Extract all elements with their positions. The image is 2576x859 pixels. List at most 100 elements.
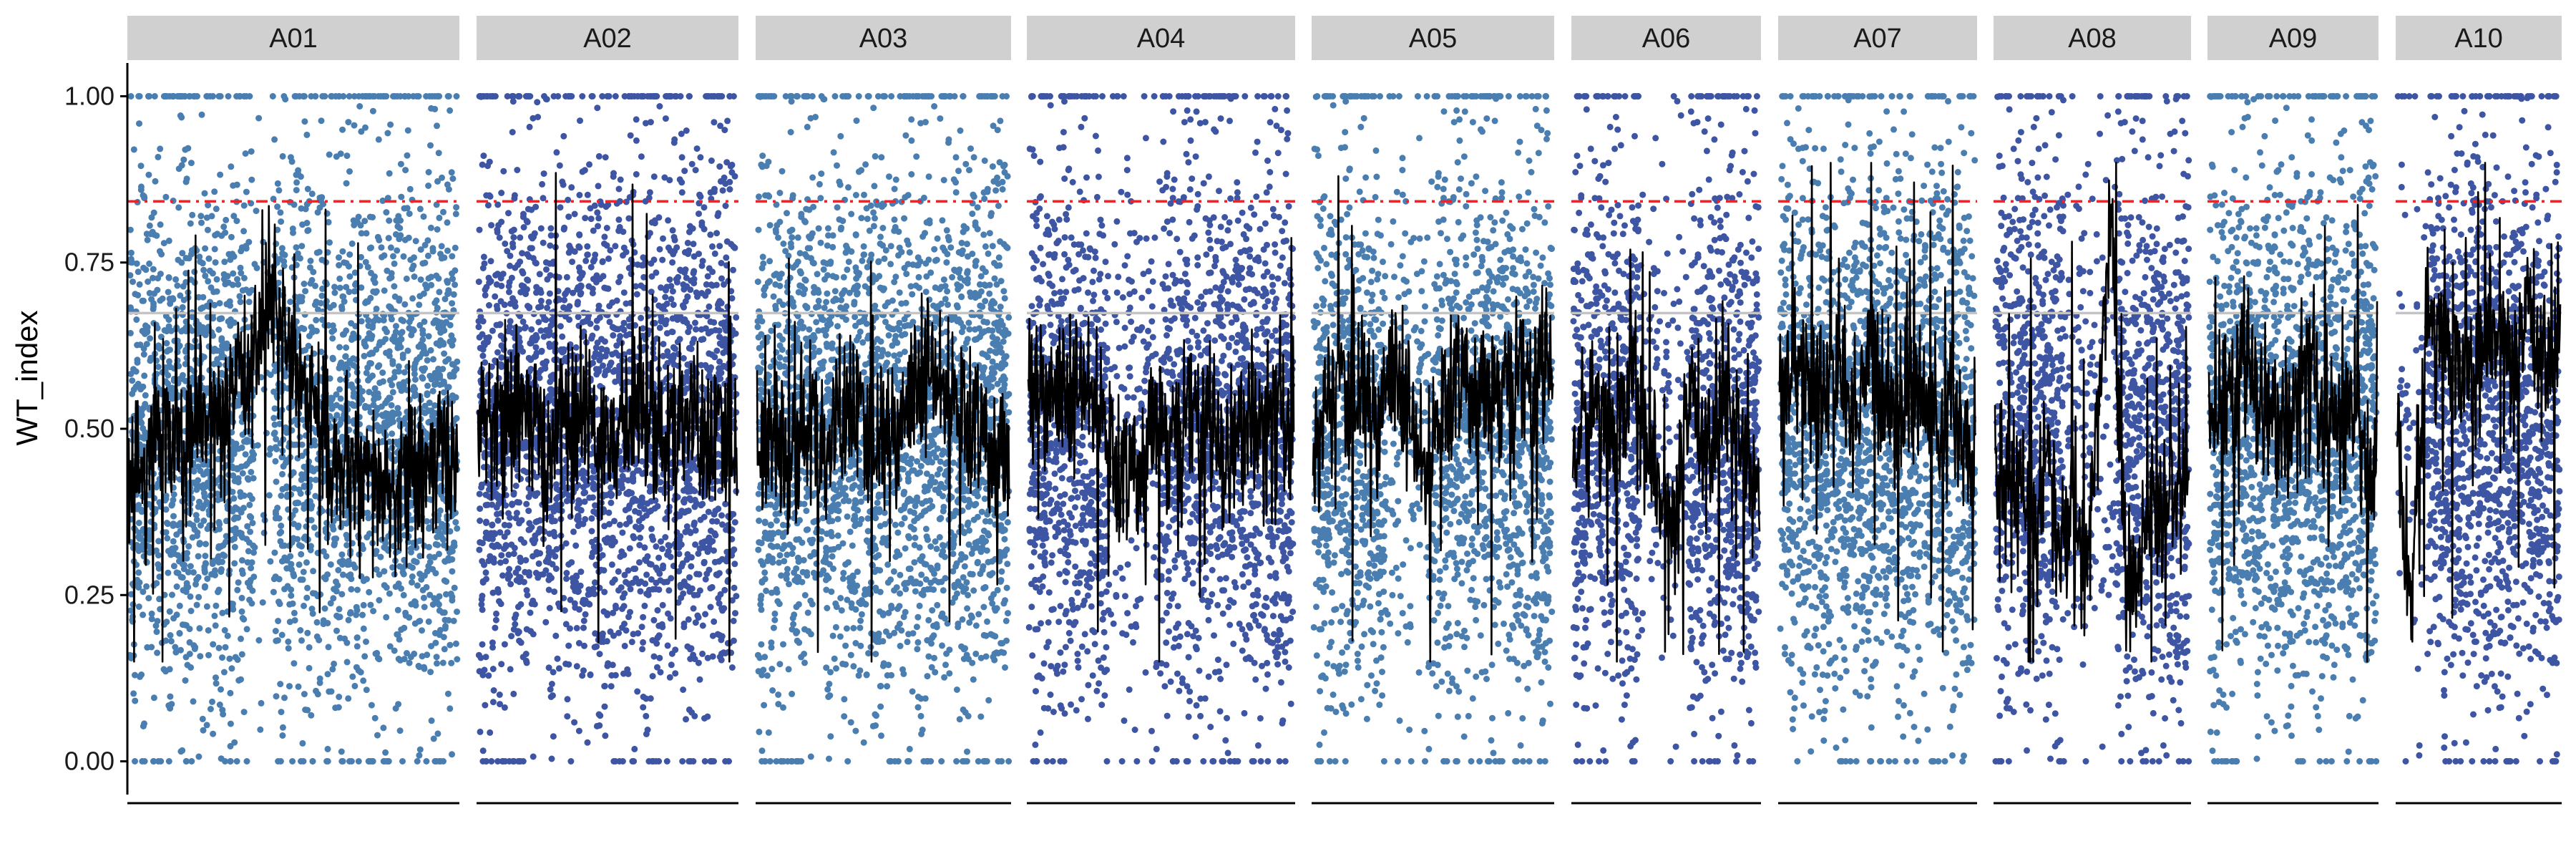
data-point bbox=[157, 221, 164, 228]
data-point bbox=[415, 343, 422, 350]
data-point bbox=[272, 628, 279, 634]
data-point bbox=[662, 293, 669, 301]
data-point bbox=[278, 245, 286, 252]
data-point bbox=[349, 673, 356, 680]
data-point bbox=[271, 430, 278, 437]
data-point bbox=[279, 485, 286, 492]
data-point bbox=[441, 542, 447, 549]
data-point bbox=[212, 527, 219, 533]
data-point bbox=[185, 543, 192, 550]
data-point bbox=[195, 593, 203, 601]
data-point bbox=[394, 606, 401, 613]
data-point bbox=[274, 203, 281, 210]
data-point bbox=[544, 304, 551, 311]
data-point bbox=[698, 502, 705, 509]
data-point bbox=[195, 553, 202, 560]
data-point bbox=[514, 167, 521, 173]
data-point bbox=[308, 606, 316, 612]
data-point bbox=[266, 451, 273, 458]
data-point bbox=[364, 364, 371, 372]
data-point bbox=[557, 204, 564, 211]
data-point bbox=[713, 347, 721, 354]
data-point bbox=[259, 599, 266, 606]
data-point bbox=[238, 557, 245, 564]
data-point bbox=[593, 722, 600, 729]
data-point bbox=[443, 591, 449, 598]
data-point bbox=[214, 230, 221, 238]
data-point bbox=[211, 301, 218, 309]
data-point bbox=[172, 644, 179, 651]
data-point bbox=[521, 324, 528, 331]
data-point bbox=[386, 170, 393, 177]
data-point bbox=[167, 638, 175, 645]
data-point bbox=[313, 618, 321, 626]
data-point bbox=[236, 293, 243, 300]
data-point bbox=[400, 591, 407, 598]
data-point bbox=[507, 514, 514, 521]
data-point bbox=[702, 611, 709, 618]
data-point bbox=[587, 215, 595, 223]
data-point bbox=[701, 758, 708, 765]
data-point bbox=[201, 190, 208, 197]
data-point bbox=[486, 302, 492, 309]
data-point bbox=[169, 591, 175, 598]
data-point bbox=[422, 281, 429, 288]
data-point bbox=[300, 758, 307, 765]
data-point bbox=[187, 160, 195, 167]
data-point bbox=[698, 539, 706, 546]
data-point bbox=[709, 243, 716, 250]
data-point bbox=[707, 189, 714, 196]
data-point bbox=[147, 335, 154, 342]
data-point bbox=[331, 660, 338, 667]
facet-strip bbox=[127, 16, 459, 60]
data-point bbox=[730, 617, 737, 624]
data-point bbox=[387, 244, 394, 251]
data-point bbox=[213, 276, 220, 283]
data-point bbox=[351, 564, 358, 571]
data-point bbox=[441, 577, 448, 584]
data-point bbox=[279, 732, 286, 739]
data-point bbox=[155, 153, 162, 160]
data-point bbox=[234, 586, 241, 593]
data-point bbox=[507, 262, 513, 269]
data-point bbox=[167, 346, 173, 354]
data-point bbox=[609, 542, 616, 549]
plot-area: A01 A02 A03 A04 A05 A06 A07 A08 A09 A10 bbox=[127, 16, 2563, 805]
data-point bbox=[167, 693, 174, 700]
data-point bbox=[192, 512, 200, 519]
data-point bbox=[176, 602, 183, 609]
data-point bbox=[550, 669, 557, 676]
data-point bbox=[498, 190, 505, 196]
data-point bbox=[279, 470, 286, 477]
data-point bbox=[696, 210, 702, 218]
data-point bbox=[151, 231, 158, 238]
data-point bbox=[291, 609, 298, 616]
data-point bbox=[245, 548, 252, 555]
data-point bbox=[255, 115, 263, 122]
data-point bbox=[174, 282, 181, 289]
data-point bbox=[633, 171, 640, 178]
data-point bbox=[353, 607, 361, 614]
data-point bbox=[701, 558, 708, 566]
data-point bbox=[165, 274, 172, 281]
data-point bbox=[612, 243, 619, 250]
data-point bbox=[335, 567, 342, 573]
data-point bbox=[170, 615, 177, 622]
data-point bbox=[153, 580, 160, 587]
data-point bbox=[298, 471, 306, 478]
data-point bbox=[498, 661, 505, 668]
data-point bbox=[162, 93, 170, 100]
data-point bbox=[269, 93, 276, 100]
data-point bbox=[376, 439, 384, 446]
data-point bbox=[304, 227, 311, 234]
data-point bbox=[136, 93, 143, 100]
data-point bbox=[375, 136, 382, 143]
data-point bbox=[212, 567, 218, 574]
data-point bbox=[366, 389, 373, 396]
data-point bbox=[653, 543, 660, 550]
data-point bbox=[436, 507, 444, 514]
data-point bbox=[376, 339, 384, 346]
data-point bbox=[304, 584, 311, 591]
data-point bbox=[603, 225, 610, 231]
data-point bbox=[368, 702, 375, 709]
